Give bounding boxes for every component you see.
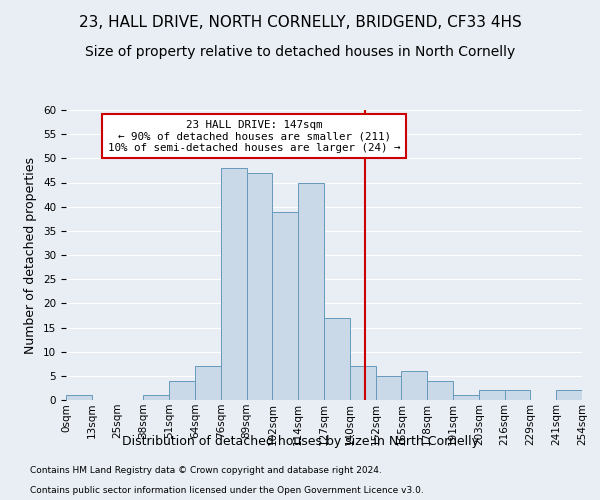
Bar — [143, 395, 169, 400]
Text: 23, HALL DRIVE, NORTH CORNELLY, BRIDGEND, CF33 4HS: 23, HALL DRIVE, NORTH CORNELLY, BRIDGEND… — [79, 15, 521, 30]
Bar — [479, 390, 505, 400]
Bar — [247, 173, 272, 400]
Bar — [272, 212, 298, 400]
Bar — [376, 376, 401, 400]
Bar — [221, 168, 247, 400]
Bar — [453, 395, 479, 400]
Bar — [324, 318, 350, 400]
Bar — [427, 380, 453, 400]
Text: Contains public sector information licensed under the Open Government Licence v3: Contains public sector information licen… — [30, 486, 424, 495]
Bar — [298, 182, 324, 400]
Text: Size of property relative to detached houses in North Cornelly: Size of property relative to detached ho… — [85, 45, 515, 59]
Text: 23 HALL DRIVE: 147sqm
← 90% of detached houses are smaller (211)
10% of semi-det: 23 HALL DRIVE: 147sqm ← 90% of detached … — [108, 120, 400, 153]
Bar — [66, 395, 92, 400]
Bar — [556, 390, 582, 400]
Text: Distribution of detached houses by size in North Cornelly: Distribution of detached houses by size … — [121, 435, 479, 448]
Bar — [401, 371, 427, 400]
Text: Contains HM Land Registry data © Crown copyright and database right 2024.: Contains HM Land Registry data © Crown c… — [30, 466, 382, 475]
Bar — [195, 366, 221, 400]
Bar — [350, 366, 376, 400]
Y-axis label: Number of detached properties: Number of detached properties — [25, 156, 37, 354]
Bar — [505, 390, 530, 400]
Bar — [169, 380, 195, 400]
